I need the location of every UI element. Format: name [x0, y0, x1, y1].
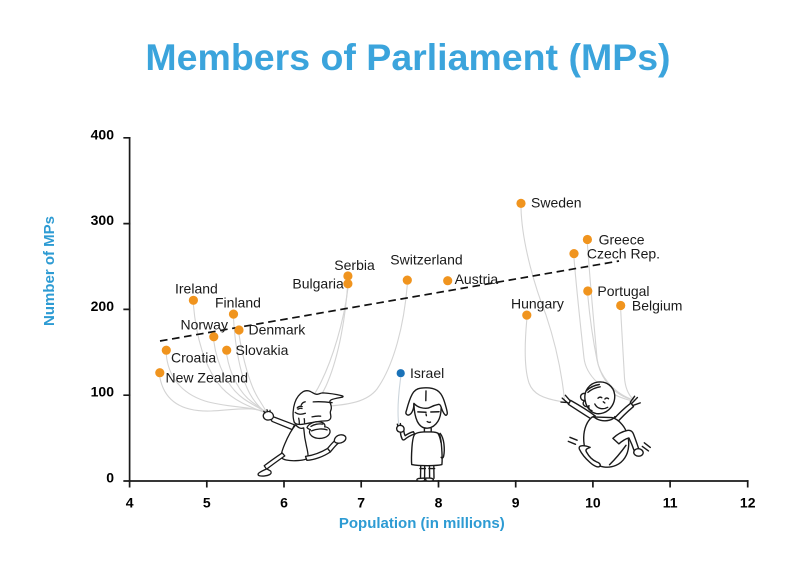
svg-text:Norway: Norway	[181, 317, 228, 333]
svg-text:Czech Rep.: Czech Rep.	[587, 246, 660, 262]
svg-text:Israel: Israel	[410, 365, 444, 381]
svg-text:Ireland: Ireland	[175, 281, 218, 297]
svg-text:Members of Parliament (MPs): Members of Parliament (MPs)	[145, 36, 670, 78]
svg-text:Bulgaria: Bulgaria	[292, 275, 344, 291]
svg-text:Greece: Greece	[599, 232, 645, 248]
svg-text:Portugal: Portugal	[597, 283, 649, 299]
svg-text:Switzerland: Switzerland	[390, 252, 462, 268]
svg-text:9: 9	[512, 495, 520, 511]
svg-text:5: 5	[203, 495, 211, 511]
svg-text:0: 0	[106, 470, 114, 486]
svg-text:300: 300	[91, 212, 115, 228]
svg-text:Population (in millions): Population (in millions)	[339, 515, 505, 532]
svg-text:Sweden: Sweden	[531, 195, 582, 211]
svg-text:11: 11	[663, 495, 678, 511]
svg-text:7: 7	[357, 495, 365, 511]
svg-text:100: 100	[91, 384, 115, 400]
svg-text:8: 8	[435, 495, 443, 511]
svg-text:Hungary: Hungary	[511, 296, 564, 312]
svg-text:12: 12	[740, 495, 756, 511]
svg-text:Number of MPs: Number of MPs	[41, 216, 58, 326]
svg-text:4: 4	[126, 495, 134, 511]
svg-text:Serbia: Serbia	[334, 257, 375, 273]
svg-text:Austria: Austria	[455, 271, 499, 287]
svg-text:6: 6	[280, 495, 288, 511]
svg-text:200: 200	[91, 298, 115, 314]
svg-text:Belgium: Belgium	[632, 298, 683, 314]
svg-text:New Zealand: New Zealand	[166, 370, 249, 386]
svg-text:10: 10	[585, 495, 601, 511]
svg-text:Slovakia: Slovakia	[236, 342, 289, 358]
svg-text:400: 400	[91, 126, 115, 142]
svg-text:Denmark: Denmark	[249, 322, 307, 338]
svg-text:Finland: Finland	[215, 295, 261, 311]
svg-text:Croatia: Croatia	[171, 350, 216, 366]
